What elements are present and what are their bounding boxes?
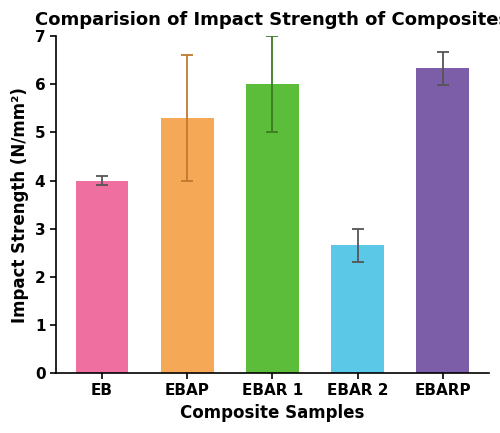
Bar bbox=[160, 118, 214, 373]
Title: Comparision of Impact Strength of Composites: Comparision of Impact Strength of Compos… bbox=[36, 11, 500, 29]
Bar bbox=[331, 246, 384, 373]
Bar bbox=[76, 181, 128, 373]
Bar bbox=[246, 84, 299, 373]
Bar bbox=[416, 68, 469, 373]
X-axis label: Composite Samples: Composite Samples bbox=[180, 404, 364, 422]
Y-axis label: Impact Strength (N/mm²): Impact Strength (N/mm²) bbox=[11, 87, 29, 323]
